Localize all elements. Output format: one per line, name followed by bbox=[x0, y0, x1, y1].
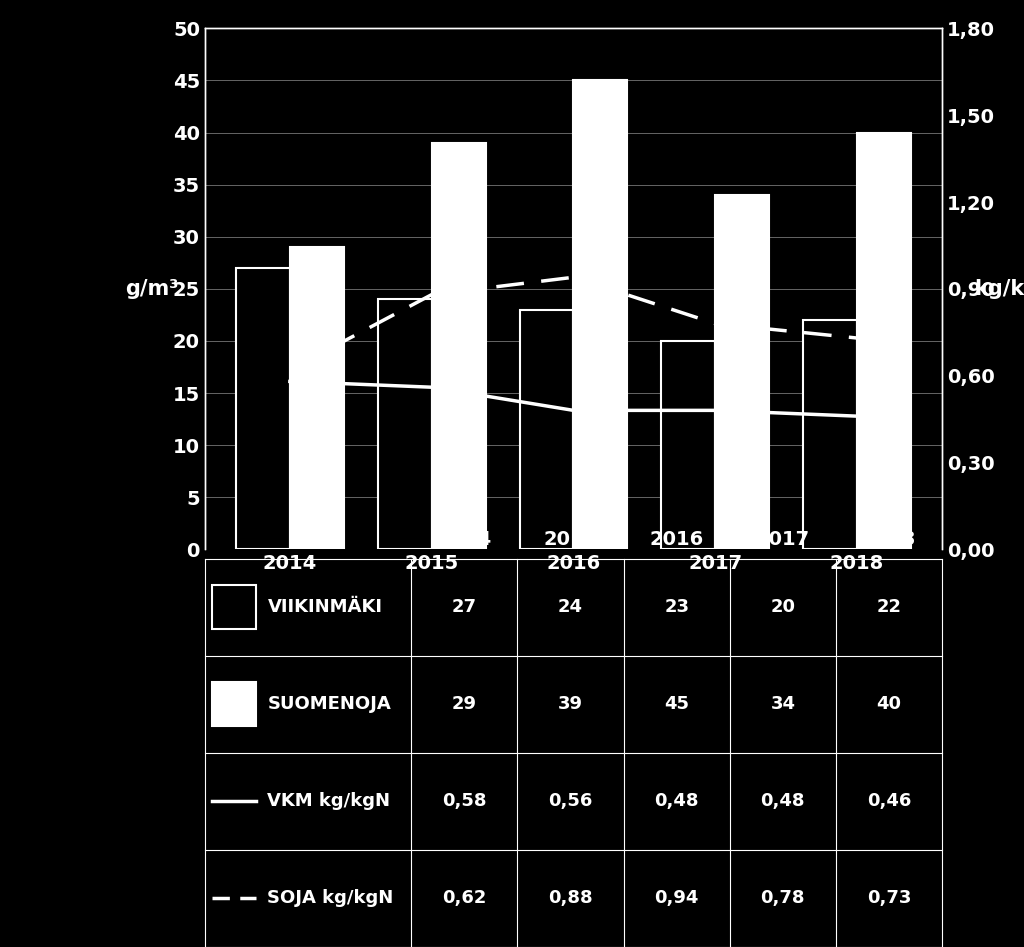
Text: VIIKINMÄKI: VIIKINMÄKI bbox=[267, 599, 383, 616]
Text: 45: 45 bbox=[665, 695, 689, 713]
Bar bbox=[236, 268, 290, 549]
Text: 2014: 2014 bbox=[437, 530, 492, 549]
Text: 29: 29 bbox=[452, 695, 477, 713]
Text: 0,73: 0,73 bbox=[866, 889, 911, 907]
Text: 2017: 2017 bbox=[756, 530, 810, 549]
Text: 0,58: 0,58 bbox=[442, 793, 486, 811]
Text: 0,94: 0,94 bbox=[654, 889, 698, 907]
Text: 34: 34 bbox=[770, 695, 796, 713]
Text: 2018: 2018 bbox=[862, 530, 916, 549]
Bar bbox=[662, 341, 715, 549]
Text: 2016: 2016 bbox=[649, 530, 703, 549]
Y-axis label: kg/kgN: kg/kgN bbox=[975, 278, 1024, 299]
Text: 0,48: 0,48 bbox=[654, 793, 699, 811]
Text: 0,78: 0,78 bbox=[761, 889, 805, 907]
Text: 22: 22 bbox=[877, 599, 901, 616]
Bar bbox=[290, 247, 344, 549]
Text: 27: 27 bbox=[452, 599, 477, 616]
Text: 20: 20 bbox=[770, 599, 796, 616]
Text: 0,88: 0,88 bbox=[548, 889, 593, 907]
Text: SOJA kg/kgN: SOJA kg/kgN bbox=[267, 889, 393, 907]
Text: SUOMENOJA: SUOMENOJA bbox=[267, 695, 391, 713]
Text: VKM kg/kgN: VKM kg/kgN bbox=[267, 793, 390, 811]
Bar bbox=[212, 683, 256, 726]
Bar bbox=[432, 143, 485, 549]
Text: 23: 23 bbox=[665, 599, 689, 616]
Text: 0,56: 0,56 bbox=[548, 793, 593, 811]
Text: 39: 39 bbox=[558, 695, 583, 713]
Bar bbox=[573, 80, 628, 549]
Bar bbox=[857, 133, 911, 549]
Text: 0,48: 0,48 bbox=[761, 793, 805, 811]
Text: 24: 24 bbox=[558, 599, 583, 616]
Bar bbox=[519, 310, 573, 549]
Bar bbox=[212, 585, 256, 629]
Text: 2015: 2015 bbox=[544, 530, 598, 549]
Bar bbox=[378, 299, 432, 549]
Text: 40: 40 bbox=[877, 695, 901, 713]
Bar bbox=[803, 320, 857, 549]
Text: 0,46: 0,46 bbox=[866, 793, 911, 811]
Y-axis label: g/m³: g/m³ bbox=[125, 278, 178, 299]
Bar bbox=[715, 195, 769, 549]
Text: 0,62: 0,62 bbox=[442, 889, 486, 907]
